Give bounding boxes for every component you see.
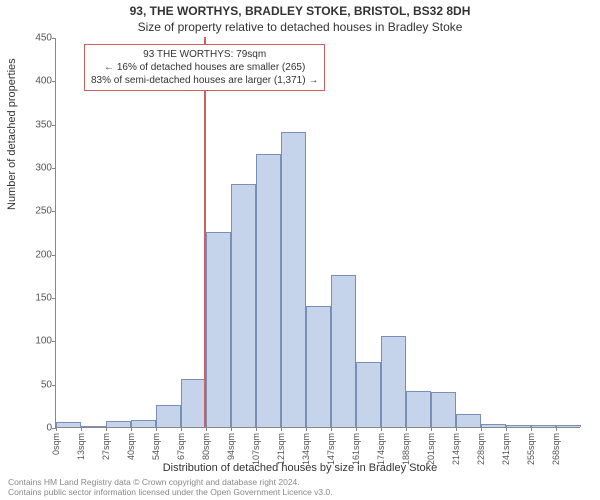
x-tick-mark (181, 427, 182, 431)
histogram-bar (106, 421, 131, 427)
histogram-bar (531, 425, 556, 427)
x-tick-mark (556, 427, 557, 431)
y-tick-mark (52, 38, 56, 39)
x-tick-mark (56, 427, 57, 431)
y-tick-mark (52, 255, 56, 256)
x-tick-label: 27sqm (101, 433, 111, 460)
y-axis-label: Number of detached properties (6, 58, 18, 210)
histogram-bar (481, 424, 506, 427)
x-tick-label: 201sqm (426, 433, 436, 465)
histogram-bar (356, 362, 381, 427)
histogram-bar (506, 425, 531, 427)
histogram-bar (556, 425, 581, 427)
y-tick-mark (52, 298, 56, 299)
x-tick-mark (331, 427, 332, 431)
y-tick-mark (52, 341, 56, 342)
histogram-bar (381, 336, 406, 427)
chart-title-sub: Size of property relative to detached ho… (0, 20, 600, 34)
x-tick-label: 214sqm (451, 433, 461, 465)
histogram-bar (256, 154, 281, 427)
x-tick-label: 94sqm (226, 433, 236, 460)
x-tick-mark (256, 427, 257, 431)
histogram-bar (281, 132, 306, 427)
x-tick-label: 268sqm (551, 433, 561, 465)
histogram-bar (81, 426, 106, 427)
x-tick-label: 161sqm (351, 433, 361, 465)
x-tick-mark (281, 427, 282, 431)
histogram-bar (456, 414, 481, 427)
histogram-bar (331, 275, 356, 427)
x-tick-label: 80sqm (201, 433, 211, 460)
chart-footer: Contains HM Land Registry data © Crown c… (8, 477, 333, 497)
x-tick-mark (531, 427, 532, 431)
x-tick-label: 255sqm (526, 433, 536, 465)
histogram-bar (131, 420, 156, 427)
histogram-bar (156, 405, 181, 427)
x-tick-label: 67sqm (176, 433, 186, 460)
x-tick-label: 174sqm (376, 433, 386, 465)
x-tick-label: 188sqm (401, 433, 411, 465)
x-tick-label: 147sqm (326, 433, 336, 465)
annotation-line: 83% of semi-detached houses are larger (… (91, 74, 318, 87)
x-tick-mark (356, 427, 357, 431)
x-tick-label: 228sqm (476, 433, 486, 465)
x-tick-label: 121sqm (276, 433, 286, 465)
x-tick-mark (81, 427, 82, 431)
x-tick-label: 0sqm (51, 433, 61, 455)
chart-title-main: 93, THE WORTHYS, BRADLEY STOKE, BRISTOL,… (0, 4, 600, 18)
x-tick-label: 107sqm (251, 433, 261, 465)
annotation-line: ← 16% of detached houses are smaller (26… (91, 61, 318, 74)
x-tick-mark (456, 427, 457, 431)
histogram-bar (431, 392, 456, 427)
x-tick-mark (306, 427, 307, 431)
histogram-bar (306, 306, 331, 427)
annotation-box: 93 THE WORTHYS: 79sqm← 16% of detached h… (84, 44, 325, 91)
histogram-bar (231, 184, 256, 427)
y-tick-mark (52, 168, 56, 169)
x-tick-mark (206, 427, 207, 431)
x-tick-mark (431, 427, 432, 431)
y-tick-mark (52, 385, 56, 386)
y-tick-mark (52, 81, 56, 82)
x-tick-mark (381, 427, 382, 431)
histogram-bar (406, 391, 431, 427)
y-tick-mark (52, 211, 56, 212)
property-marker-line (204, 37, 206, 427)
x-tick-mark (406, 427, 407, 431)
annotation-line: 93 THE WORTHYS: 79sqm (91, 48, 318, 61)
x-tick-label: 134sqm (301, 433, 311, 465)
x-tick-mark (506, 427, 507, 431)
histogram-bar (56, 422, 81, 427)
histogram-bar (206, 232, 231, 427)
x-tick-label: 40sqm (126, 433, 136, 460)
x-tick-mark (481, 427, 482, 431)
plot-area: 0501001502002503003504004500sqm13sqm27sq… (55, 38, 580, 428)
footer-line-2: Contains public sector information licen… (8, 487, 333, 497)
y-tick-mark (52, 125, 56, 126)
footer-line-1: Contains HM Land Registry data © Crown c… (8, 477, 333, 487)
x-tick-mark (131, 427, 132, 431)
histogram-bar (181, 379, 206, 427)
x-tick-mark (106, 427, 107, 431)
x-tick-label: 54sqm (151, 433, 161, 460)
chart-container: 93, THE WORTHYS, BRADLEY STOKE, BRISTOL,… (0, 0, 600, 500)
x-tick-label: 241sqm (501, 433, 511, 465)
x-tick-mark (231, 427, 232, 431)
x-tick-label: 13sqm (76, 433, 86, 460)
x-axis-label: Distribution of detached houses by size … (0, 462, 600, 474)
x-tick-mark (156, 427, 157, 431)
